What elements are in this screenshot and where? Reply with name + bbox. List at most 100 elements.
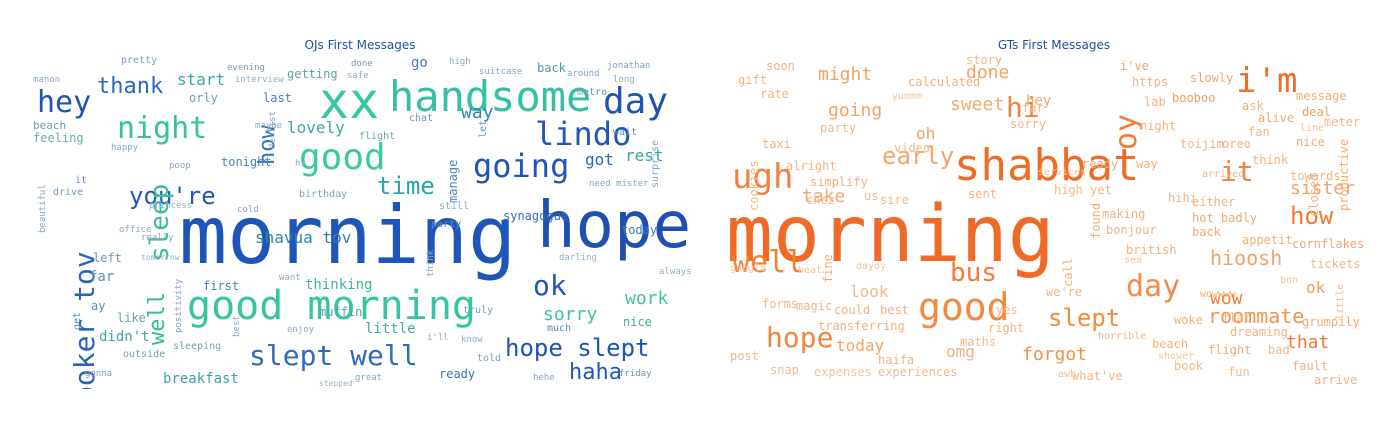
gts-word-i-ve: i've <box>1120 60 1149 72</box>
gts-word-lab: lab <box>1144 96 1166 108</box>
ojs-word-princess: princess <box>149 202 192 211</box>
ojs-word-really: really <box>141 234 174 243</box>
ojs-word-always: always <box>659 268 691 277</box>
gts-word-best: best <box>880 304 909 316</box>
gts-word-sweet: sweet <box>950 96 1004 114</box>
gts-word-that: that <box>1286 334 1329 352</box>
gts-word-booboo: booboo <box>1172 92 1215 104</box>
ojs-word-start: start <box>177 72 225 88</box>
ojs-word-tomorrow: tomorrow <box>141 254 180 262</box>
gts-word-right: right <box>988 322 1024 334</box>
gts-word-day: day <box>1126 272 1180 302</box>
gts-word-party: party <box>820 122 856 134</box>
ojs-word-friday: friday <box>619 370 652 379</box>
gts-word-we-re: we're <box>1046 286 1082 298</box>
gts-word-shower: shower <box>1158 352 1194 362</box>
gts-word-soon: soon <box>766 60 795 72</box>
ojs-word-beautiful: beautiful <box>39 185 48 234</box>
gts-word-towards: towards <box>1290 170 1341 182</box>
ojs-word-first: first <box>203 280 239 292</box>
gts-word-hihi: hihi <box>1168 192 1197 204</box>
gts-word-tickets: tickets <box>1310 258 1361 270</box>
gts-word-woke: woke <box>1174 314 1203 326</box>
ojs-word-interview: interview <box>235 76 284 85</box>
ojs-word-still: still <box>439 202 469 212</box>
ojs-word-feeling: feeling <box>33 132 84 144</box>
ojs-word-dentist: dentist <box>269 111 278 149</box>
ojs-word-truly: truly <box>463 306 493 316</box>
ojs-word-need-mister: need mister <box>589 180 649 189</box>
gts-word-yummm: yummm <box>892 92 922 102</box>
gts-word-could: could <box>834 304 870 316</box>
ojs-word-flight: flight <box>359 132 395 142</box>
gts-word-rate: rate <box>760 88 789 100</box>
ojs-word-metro: metro <box>577 88 607 98</box>
gts-word-beat: beat <box>798 266 822 276</box>
ojs-word-know: know <box>461 336 483 345</box>
gts-word-today: today <box>836 338 884 354</box>
ojs-word-chat: chat <box>409 114 433 124</box>
gts-word-cookies: cookies <box>748 161 760 212</box>
ojs-word-manage: manage <box>447 160 459 203</box>
ojs-word-hope: hope <box>537 194 691 258</box>
gts-word-fine: fine <box>822 254 834 283</box>
ojs-word-long: long <box>613 76 635 85</box>
gts-word-services: services <box>1038 168 1086 178</box>
ojs-word-night: night <box>117 114 207 144</box>
gts-word-back: back <box>1192 226 1221 238</box>
ojs-word-time: time <box>377 174 435 198</box>
ojs-word-little: little <box>365 322 416 336</box>
ojs-word-great: great <box>355 374 382 383</box>
gts-word-making: making <box>1102 208 1145 220</box>
ojs-word-think: think <box>427 250 436 277</box>
ojs-word-tonight: tonight <box>221 156 272 168</box>
gts-word-fun: fun <box>1228 366 1250 378</box>
ojs-word-ok: ok <box>533 272 567 300</box>
gts-word-story: story <box>966 54 1002 66</box>
gts-word-fault: fault <box>1292 360 1328 372</box>
wordcloud-ojs: morning hope xx handsome day good good morning… <box>29 36 691 389</box>
gts-word-toi: toi <box>1180 138 1202 150</box>
gts-word-beach: beach <box>1152 338 1188 350</box>
gts-word-us: us <box>864 190 878 202</box>
gts-word-line: line <box>1300 124 1324 134</box>
gts-word-bad: bad <box>1268 344 1290 356</box>
gts-word-bon: bon <box>1280 276 1298 286</box>
ojs-word-stepped: stepped <box>319 380 353 388</box>
ojs-word-best: best <box>233 316 242 338</box>
gts-word-haifa: haifa <box>878 354 914 366</box>
gts-word-message: message <box>1296 90 1347 102</box>
ojs-word-safe: safe <box>347 72 369 81</box>
ojs-word-wait: wait <box>613 128 637 138</box>
ojs-word-cold: cold <box>237 206 259 215</box>
gts-word-snap: snap <box>770 364 799 376</box>
gts-word-alright: alright <box>786 160 837 172</box>
ojs-word-last: last <box>263 92 292 104</box>
ojs-word-synagogue: synagogue <box>503 210 568 222</box>
wordcloud-gts: morning shabbat ugh i'm oy good hope day how hi it… <box>722 36 1386 389</box>
ojs-word-ready: ready <box>439 368 475 380</box>
ojs-word-back: back <box>537 62 566 74</box>
gts-word-yes: yes <box>996 304 1018 316</box>
gts-word-alive: alive <box>1258 112 1294 124</box>
gts-word-way: way <box>1136 158 1158 170</box>
ojs-word-work: work <box>625 290 668 308</box>
gts-word-hot-badly: hot badly <box>1192 212 1257 224</box>
gts-word-dayoy: dayoy <box>856 262 886 272</box>
gts-word-magic: magic <box>796 300 832 312</box>
gts-word-taxi: taxi <box>762 138 791 150</box>
ojs-word-hey: hey <box>37 88 91 118</box>
gts-word-ok: ok <box>1306 280 1325 296</box>
gts-word-going: going <box>828 102 882 120</box>
gts-word-forgot: forgot <box>1022 346 1087 364</box>
ojs-word-shavua-tov: shavua tov <box>255 230 351 246</box>
ojs-word-positivity: positivity <box>175 279 184 333</box>
ojs-word-like: like <box>117 312 146 324</box>
gts-word-ready: ready <box>1082 158 1118 170</box>
ojs-word-sleeping: sleeping <box>173 342 221 352</box>
ojs-word-well: well <box>147 292 169 345</box>
gts-word-slowly: slowly <box>1190 72 1233 84</box>
gts-word-flight: flight <box>1208 344 1251 356</box>
gts-word-horrible: horrible <box>1098 332 1146 342</box>
ojs-word-hi: hi <box>295 160 306 169</box>
